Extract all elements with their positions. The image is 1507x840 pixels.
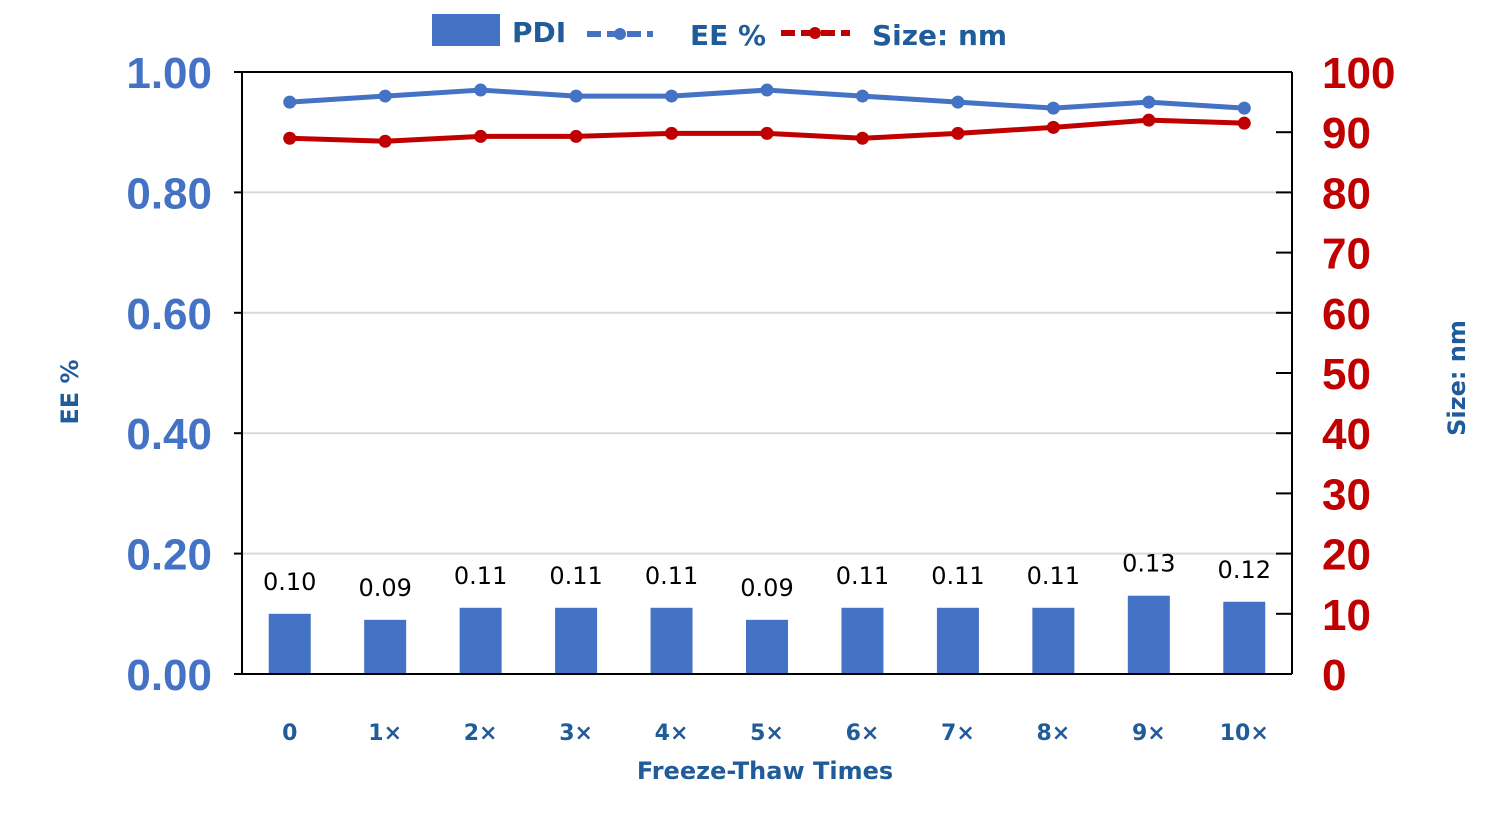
ee-point [1237, 101, 1251, 115]
x-tick-label: 7× [941, 721, 975, 746]
gridlines [242, 191, 1292, 555]
pdi-bar [1032, 607, 1075, 674]
y2-tick-label: 80 [1322, 169, 1371, 218]
pdi-bar [746, 619, 788, 674]
ee-point [665, 89, 679, 103]
y-tick-label: 0.60 [126, 290, 212, 339]
y2-tick-label: 40 [1322, 410, 1371, 459]
y-tick-label: 0.00 [126, 651, 212, 700]
x-tick-label: 1× [368, 721, 402, 746]
ee-point [1046, 101, 1060, 115]
y-axis-title: EE % [56, 359, 84, 424]
pdi-data-label: 0.11 [931, 562, 984, 590]
y2-tick-label: 20 [1322, 531, 1371, 580]
legend-ee-marker [614, 28, 626, 40]
size-point [1046, 120, 1060, 134]
pdi-data-label: 0.13 [1122, 550, 1175, 578]
legend-size-marker [809, 27, 821, 39]
ee-point [1142, 95, 1156, 109]
x-axis-title: Freeze-Thaw Times [637, 757, 893, 785]
y-tick-label: 0.20 [126, 531, 212, 580]
size-point [474, 129, 488, 143]
x-tick-label: 8× [1036, 721, 1070, 746]
ee-point [378, 89, 392, 103]
x-tick-label: 3× [559, 721, 593, 746]
pdi-bar [1223, 601, 1266, 674]
series-lines [283, 83, 1251, 148]
pdi-bar [841, 607, 884, 674]
size-point [1142, 113, 1156, 127]
x-tick-label: 10× [1220, 721, 1269, 746]
pdi-bar [650, 607, 693, 674]
ee-point [569, 89, 583, 103]
pdi-bar [459, 607, 502, 674]
y2-tick-label: 50 [1322, 350, 1371, 399]
pdi-data-label: 0.11 [836, 562, 889, 590]
legend-ee-label: EE % [690, 19, 766, 52]
pdi-bar [555, 607, 598, 674]
pdi-data-label: 0.10 [263, 568, 316, 596]
y2-tick-label: 70 [1322, 230, 1371, 279]
pdi-data-label: 0.11 [1027, 562, 1080, 590]
ee-point [951, 95, 965, 109]
pdi-bar [364, 619, 407, 674]
size-point [855, 131, 869, 145]
size-point [760, 126, 774, 140]
ee-point [474, 83, 488, 97]
x-tick-label: 5× [750, 721, 784, 746]
legend-pdi-label: PDI [512, 16, 566, 49]
ee-point [283, 95, 297, 109]
size-point [283, 131, 297, 145]
y2-tick-label: 60 [1322, 290, 1371, 339]
size-point [378, 134, 392, 148]
size-point [951, 126, 965, 140]
y2-tick-label: 30 [1322, 470, 1371, 519]
y2-tick-label: 0 [1322, 651, 1346, 700]
ee-point [855, 89, 869, 103]
size-point [1237, 116, 1251, 130]
tick-labels: 0.00 0.20 0.40 0.60 0.80 1.00 0 10 20 30 40 50 60 70 8… [126, 49, 1395, 746]
y2-tick-label: 90 [1322, 109, 1371, 158]
pdi-data-label: 0.09 [358, 574, 411, 602]
y-tick-label: 0.40 [126, 410, 212, 459]
x-tick-label: 4× [655, 721, 689, 746]
pdi-bar [268, 613, 311, 674]
x-tick-label: 0 [282, 721, 297, 746]
pdi-bar [936, 607, 979, 674]
pdi-data-label: 0.11 [549, 562, 602, 590]
legend: PDI EE % Size: nm [432, 14, 1007, 52]
ee-point [760, 83, 774, 97]
pdi-data-label: 0.11 [454, 562, 507, 590]
size-point [665, 126, 679, 140]
size-point [569, 129, 583, 143]
pdi-data-label: 0.11 [645, 562, 698, 590]
data-labels: 0.10 0.09 0.11 0.11 0.11 0.09 0.11 0.11 0.11 0.13… [263, 550, 1271, 602]
y2-tick-label: 100 [1322, 49, 1395, 98]
x-tick-label: 9× [1132, 721, 1166, 746]
pdi-data-label: 0.12 [1218, 556, 1271, 584]
pdi-data-label: 0.09 [740, 574, 793, 602]
y-tick-label: 0.80 [126, 169, 212, 218]
y2-axis-title: Size: nm [1443, 320, 1471, 436]
y2-tick-label: 10 [1322, 591, 1371, 640]
pdi-bars [268, 595, 1266, 674]
y-tick-label: 1.00 [126, 49, 212, 98]
legend-size-label: Size: nm [872, 19, 1007, 52]
legend-pdi-swatch [432, 14, 500, 46]
x-tick-label: 2× [464, 721, 498, 746]
x-tick-label: 6× [846, 721, 880, 746]
pdi-bar [1127, 595, 1170, 674]
